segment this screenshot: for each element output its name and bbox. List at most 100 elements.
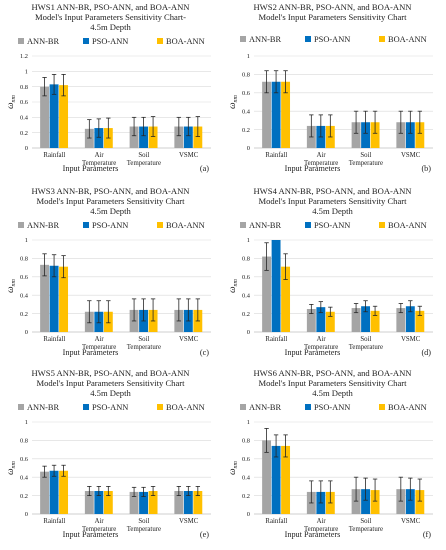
- category-label: VSMC: [401, 518, 421, 525]
- legend-swatch: [305, 404, 311, 410]
- category-label: Soil: [138, 336, 149, 343]
- y-tick-label: 0.6: [20, 456, 28, 463]
- bar: [281, 266, 291, 332]
- bar: [139, 126, 149, 148]
- y-axis-symbol: ω: [227, 286, 237, 292]
- y-tick-label: 0.8: [242, 256, 250, 263]
- legend-swatch: [157, 404, 163, 410]
- category-label: Air: [95, 336, 105, 343]
- legend-swatch: [240, 404, 246, 410]
- bar: [405, 306, 415, 332]
- chart-title-line: Model's Input Parameters Sensitivity Cha…: [258, 12, 407, 22]
- y-axis-subscript: nm: [11, 460, 17, 468]
- x-axis-label: Input Parameters: [285, 348, 341, 357]
- category-label: Temperature: [304, 344, 338, 351]
- bar: [370, 310, 380, 332]
- chart-title-line: HWS4 ANN-BR, PSO-ANN, and BOA-ANN: [253, 186, 412, 196]
- legend-label: PSO-ANN: [314, 403, 350, 412]
- y-axis-label: ωnm: [227, 94, 239, 108]
- panel-label: (c): [200, 348, 209, 357]
- bar: [325, 311, 335, 332]
- bar: [281, 445, 291, 514]
- bar: [94, 128, 104, 148]
- chart-title-line: 4.5m Depth: [312, 206, 353, 216]
- bar: [174, 126, 184, 148]
- legend-swatch: [379, 36, 385, 42]
- y-tick-label: 0.4: [20, 474, 29, 481]
- category-label: Temperature: [349, 344, 383, 351]
- y-tick-label: 0.6: [242, 274, 250, 281]
- y-tick-label: 0.8: [20, 256, 28, 263]
- panel-label: (d): [421, 348, 431, 357]
- chart-title-line: HWS6 ANN-BR, PSO-ANN, and BOA-ANN: [253, 368, 412, 378]
- bar: [193, 491, 203, 514]
- category-label: Temperature: [127, 344, 161, 351]
- bar: [351, 308, 361, 332]
- category-label: Soil: [360, 518, 371, 525]
- y-axis-subscript: nm: [233, 278, 239, 286]
- chart-title-line: HWS2 ANN-BR, PSO-ANN, and BOA-ANN: [253, 2, 412, 12]
- category-label: Air: [95, 518, 105, 525]
- category-label: Temperature: [349, 160, 383, 167]
- y-tick-label: 0: [25, 511, 28, 518]
- legend-label: BOA-ANN: [166, 221, 205, 230]
- panel-label: (a): [200, 164, 209, 173]
- chart-title-line: Model's Input Parameters Sensitivity Cha…: [36, 196, 185, 206]
- bar: [103, 491, 113, 514]
- legend-label: PSO-ANN: [92, 37, 128, 46]
- y-tick-label: 0: [25, 145, 28, 152]
- category-label: Temperature: [127, 160, 161, 167]
- legend-label: PSO-ANN: [92, 403, 128, 412]
- x-axis-label: Input Parameters: [285, 164, 341, 173]
- legend-swatch: [305, 222, 311, 228]
- x-axis-label: Input Parameters: [63, 164, 119, 173]
- bar: [94, 491, 104, 514]
- bar: [183, 491, 193, 514]
- legend-label: BOA-ANN: [388, 221, 427, 230]
- category-label: Air: [317, 518, 327, 525]
- legend-label: BOA-ANN: [388, 403, 427, 412]
- category-label: Rainfall: [265, 152, 287, 159]
- bar: [129, 126, 139, 148]
- x-axis-label: Input Parameters: [63, 530, 119, 539]
- legend-swatch: [83, 404, 89, 410]
- chart-title-line: HWS5 ANN-BR, PSO-ANN, and BOA-ANN: [31, 368, 190, 378]
- bar: [306, 309, 316, 332]
- chart-title-line: Model's Input Parameters Sensitivity Cha…: [258, 196, 407, 206]
- legend-swatch: [240, 36, 246, 42]
- chart-panel-5: HWS5 ANN-BR, PSO-ANN, and BOA-ANNModel's…: [5, 368, 211, 539]
- legend-label: BOA-ANN: [166, 403, 205, 412]
- y-axis-label: ωnm: [5, 460, 17, 474]
- bar: [361, 306, 371, 332]
- y-tick-label: 0.8: [20, 84, 28, 91]
- category-label: Rainfall: [43, 336, 65, 343]
- category-label: Soil: [138, 518, 149, 525]
- legend-label: PSO-ANN: [92, 221, 128, 230]
- y-axis-symbol: ω: [5, 468, 15, 474]
- legend-label: ANN-BR: [249, 221, 282, 230]
- y-tick-label: 0: [247, 511, 250, 518]
- y-axis-subscript: nm: [233, 94, 239, 102]
- y-tick-label: 0.2: [242, 127, 250, 134]
- chart-title-line: Model's Input Parameters Sensitivity Cha…: [258, 378, 407, 388]
- legend-label: ANN-BR: [249, 403, 282, 412]
- panel-label: (e): [200, 530, 209, 539]
- y-tick-label: 1: [25, 237, 28, 244]
- category-label: Soil: [360, 152, 371, 159]
- bar: [405, 489, 415, 514]
- y-tick-label: 0.8: [20, 438, 28, 445]
- chart-title-line: HWS1 ANN-BR, PSO-ANN, and BOA-ANN: [31, 2, 190, 12]
- category-label: Soil: [138, 152, 149, 159]
- bar: [316, 307, 326, 332]
- y-tick-label: 0.8: [242, 438, 250, 445]
- y-axis-symbol: ω: [227, 102, 237, 108]
- y-tick-label: 0.4: [242, 474, 251, 481]
- category-label: Temperature: [82, 344, 116, 351]
- bar: [351, 489, 361, 514]
- category-label: Rainfall: [265, 518, 287, 525]
- bar: [396, 489, 406, 514]
- bar: [84, 491, 94, 514]
- bar: [174, 491, 184, 514]
- category-label: Air: [317, 336, 327, 343]
